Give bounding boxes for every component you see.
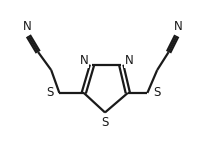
- Text: S: S: [101, 116, 109, 129]
- Text: S: S: [154, 86, 161, 99]
- Text: N: N: [79, 54, 88, 67]
- Text: N: N: [22, 20, 31, 33]
- Text: S: S: [46, 86, 53, 99]
- Text: N: N: [174, 20, 183, 33]
- Text: N: N: [125, 54, 134, 67]
